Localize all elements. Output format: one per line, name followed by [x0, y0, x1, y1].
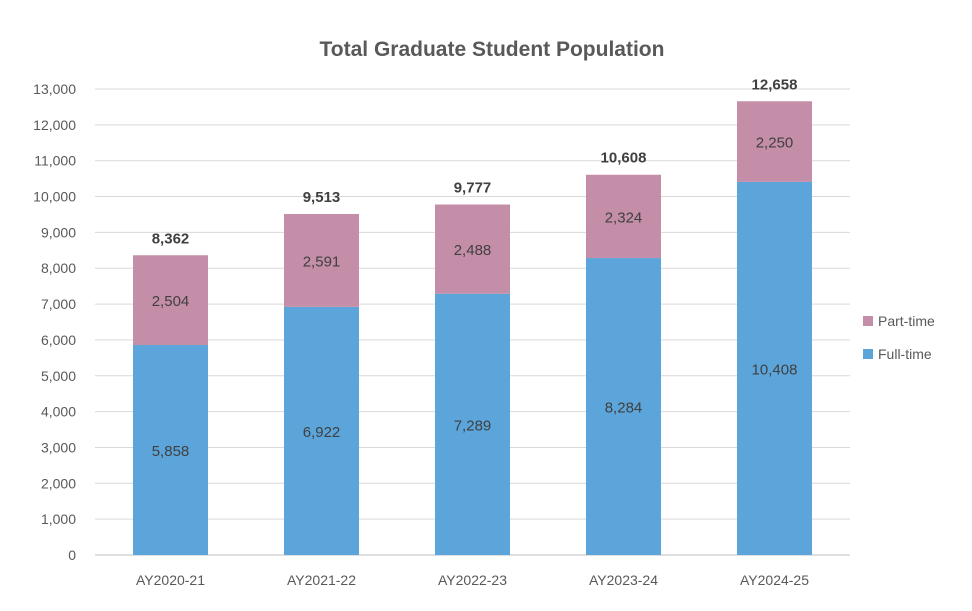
- data-label: 2,504: [152, 293, 190, 310]
- bar-part-time: [586, 174, 661, 259]
- bar-full-time: [737, 181, 812, 556]
- data-label: 2,488: [454, 242, 492, 259]
- x-tick-label: AY2022-23: [438, 572, 507, 588]
- bar-part-time: [284, 213, 359, 307]
- y-tick-label: 0: [68, 547, 76, 563]
- bar-part-time: [435, 204, 510, 294]
- legend-label: Part-time: [878, 313, 935, 329]
- total-label: 8,362: [152, 230, 190, 247]
- legend: Part-time Full-time: [863, 313, 935, 362]
- data-label: 2,591: [303, 253, 341, 270]
- y-tick-label: 2,000: [41, 475, 76, 491]
- data-label: 6,922: [303, 424, 341, 441]
- bar-full-time: [586, 258, 661, 555]
- y-tick-label: 7,000: [41, 296, 76, 312]
- bar-full-time: [284, 306, 359, 555]
- legend-swatch: [863, 316, 873, 326]
- total-label: 9,513: [303, 189, 341, 206]
- legend-swatch: [863, 349, 873, 359]
- data-label: 5,858: [152, 443, 190, 460]
- y-tick-label: 5,000: [41, 368, 76, 384]
- y-tick-label: 6,000: [41, 332, 76, 348]
- y-tick-label: 11,000: [34, 153, 76, 169]
- bars: [133, 101, 812, 556]
- legend-label: Full-time: [878, 346, 932, 362]
- total-label: 9,777: [454, 180, 492, 197]
- y-tick-label: 3,000: [41, 439, 76, 455]
- y-tick-label: 10,000: [33, 189, 76, 205]
- x-tick-label: AY2021-22: [287, 572, 356, 588]
- data-label: 2,324: [605, 209, 643, 226]
- y-tick-label: 12,000: [33, 117, 76, 133]
- data-label: 2,250: [756, 135, 794, 152]
- chart-title: Total Graduate Student Population: [320, 38, 665, 61]
- y-tick-label: 9,000: [41, 224, 76, 240]
- total-label: 12,658: [752, 76, 798, 93]
- y-tick-label: 1,000: [41, 511, 76, 527]
- x-axis-ticks: AY2020-21 AY2021-22 AY2022-23 AY2023-24 AY20…: [136, 572, 809, 588]
- bar-full-time: [435, 293, 510, 555]
- total-label: 10,608: [601, 150, 647, 167]
- y-axis-ticks: 0 1,000 2,000 3,000 4,000 5,000 6,000 7,000 8,00…: [33, 81, 76, 563]
- x-tick-label: AY2023-24: [589, 572, 658, 588]
- bar-full-time: [133, 345, 208, 555]
- y-tick-label: 13,000: [33, 81, 76, 97]
- bar-part-time: [737, 101, 812, 182]
- y-tick-label: 4,000: [41, 404, 76, 420]
- data-label: 7,289: [454, 417, 492, 434]
- data-label: 10,408: [752, 361, 798, 378]
- y-tick-label: 8,000: [41, 260, 76, 276]
- x-tick-label: AY2024-25: [740, 572, 809, 588]
- data-label: 8,284: [605, 400, 643, 417]
- data-labels: 5,858 2,504 8,362 6,922 2,591 9,513 7,289 2,488…: [152, 76, 798, 460]
- bar-part-time: [133, 255, 208, 346]
- x-tick-label: AY2020-21: [136, 572, 205, 588]
